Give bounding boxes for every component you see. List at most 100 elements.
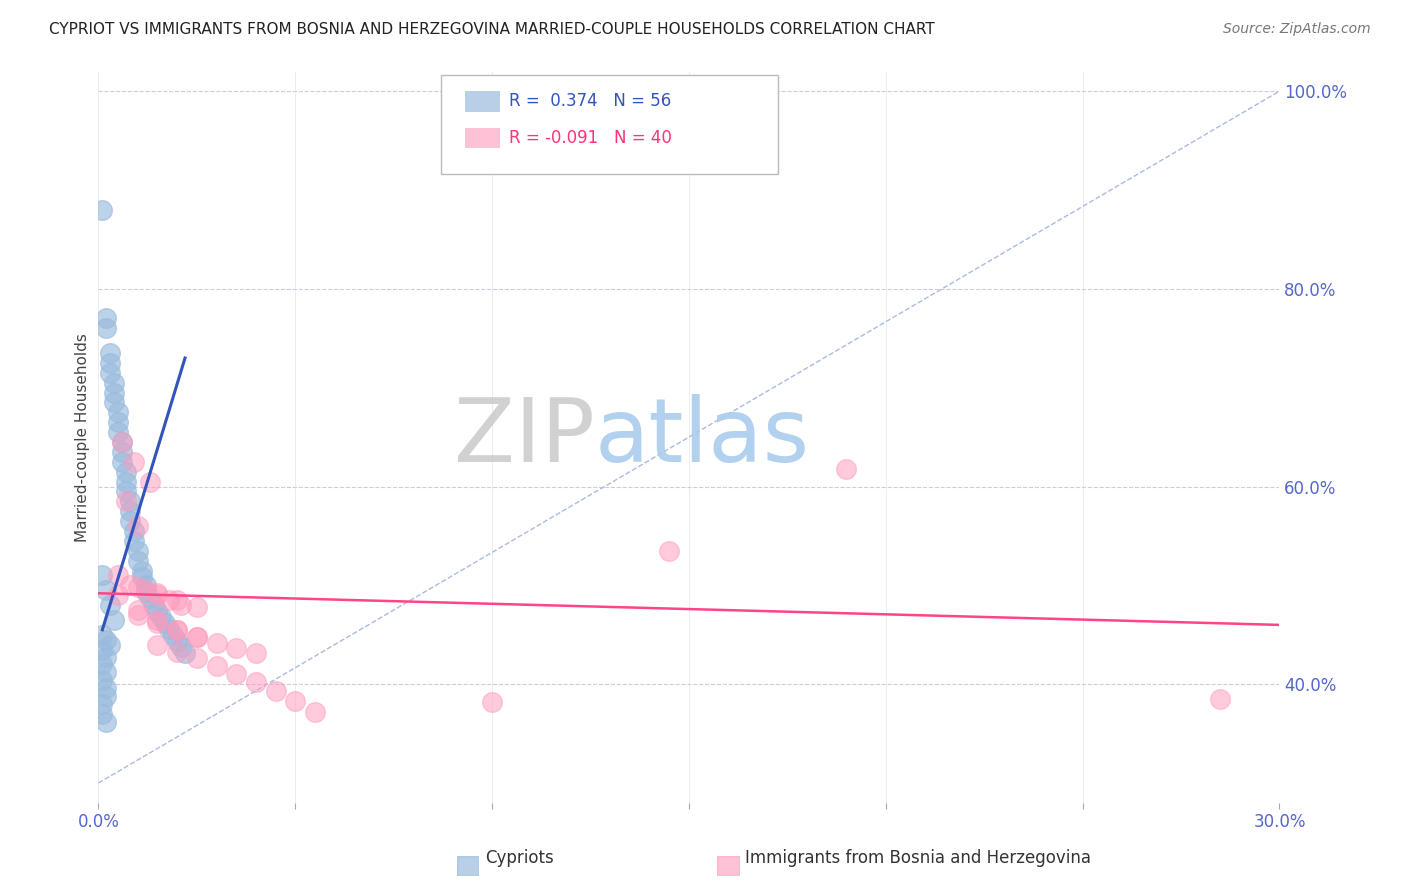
- Point: [186, 630, 208, 644]
- Point: [122, 524, 145, 538]
- Point: [91, 657, 114, 672]
- Point: [170, 640, 193, 654]
- Point: [96, 714, 118, 729]
- Point: [284, 694, 307, 708]
- Point: [107, 588, 129, 602]
- Point: [155, 615, 177, 630]
- Point: [111, 445, 134, 459]
- Point: [103, 385, 125, 400]
- Point: [107, 425, 129, 439]
- Point: [157, 622, 180, 636]
- Point: [103, 376, 125, 390]
- Point: [91, 642, 114, 657]
- Y-axis label: Married-couple Households: Married-couple Households: [75, 333, 90, 541]
- Point: [115, 484, 138, 499]
- Point: [166, 593, 188, 607]
- Point: [205, 659, 228, 673]
- Point: [205, 635, 228, 649]
- Text: R = -0.091   N = 40: R = -0.091 N = 40: [509, 129, 672, 147]
- Point: [91, 628, 114, 642]
- Point: [481, 695, 503, 709]
- Point: [127, 543, 149, 558]
- Point: [98, 366, 121, 380]
- Point: [103, 395, 125, 409]
- Point: [111, 455, 134, 469]
- Point: [127, 580, 149, 594]
- Point: [96, 583, 118, 598]
- Point: [162, 628, 184, 642]
- Point: [166, 644, 188, 658]
- Point: [91, 706, 114, 721]
- Point: [107, 405, 129, 419]
- Point: [127, 603, 149, 617]
- Point: [96, 665, 118, 680]
- Point: [135, 585, 157, 599]
- Point: [186, 630, 208, 644]
- Point: [135, 578, 157, 592]
- Point: [166, 623, 188, 637]
- Point: [115, 475, 138, 489]
- Point: [146, 604, 169, 618]
- Point: [91, 568, 114, 582]
- Point: [98, 356, 121, 370]
- Point: [304, 705, 326, 719]
- Point: [138, 591, 160, 606]
- Point: [98, 346, 121, 360]
- Point: [96, 311, 118, 326]
- Point: [107, 415, 129, 429]
- Point: [115, 465, 138, 479]
- Point: [1209, 692, 1232, 706]
- Text: R =  0.374   N = 56: R = 0.374 N = 56: [509, 93, 672, 111]
- Point: [118, 514, 141, 528]
- Point: [127, 519, 149, 533]
- Point: [245, 646, 267, 660]
- Point: [111, 435, 134, 450]
- FancyBboxPatch shape: [441, 75, 778, 174]
- Text: Cypriots: Cypriots: [485, 849, 554, 867]
- Point: [96, 649, 118, 664]
- Point: [166, 623, 188, 637]
- Bar: [464, 91, 501, 112]
- Point: [91, 697, 114, 711]
- Point: [131, 570, 153, 584]
- Point: [225, 640, 247, 655]
- Point: [115, 494, 138, 508]
- Text: ZIP: ZIP: [454, 393, 595, 481]
- Point: [146, 586, 169, 600]
- Point: [127, 554, 149, 568]
- Point: [96, 632, 118, 647]
- Point: [118, 578, 141, 592]
- Point: [186, 600, 208, 615]
- Point: [142, 598, 165, 612]
- Point: [118, 494, 141, 508]
- Point: [122, 455, 145, 469]
- Text: atlas: atlas: [595, 393, 810, 481]
- Point: [146, 588, 169, 602]
- Point: [98, 638, 121, 652]
- Point: [98, 598, 121, 612]
- Text: Immigrants from Bosnia and Herzegovina: Immigrants from Bosnia and Herzegovina: [745, 849, 1091, 867]
- Point: [264, 684, 287, 698]
- Point: [245, 675, 267, 690]
- Point: [96, 689, 118, 703]
- Point: [186, 651, 208, 665]
- Point: [91, 673, 114, 688]
- Point: [146, 638, 169, 652]
- Point: [146, 613, 169, 627]
- Point: [107, 568, 129, 582]
- Point: [91, 202, 114, 217]
- Text: Source: ZipAtlas.com: Source: ZipAtlas.com: [1223, 22, 1371, 37]
- Point: [96, 681, 118, 695]
- Point: [174, 646, 197, 660]
- Point: [135, 583, 157, 598]
- Point: [225, 667, 247, 681]
- Bar: [464, 128, 501, 148]
- Point: [127, 607, 149, 622]
- Point: [103, 613, 125, 627]
- Point: [96, 321, 118, 335]
- Point: [170, 598, 193, 612]
- Point: [146, 615, 169, 630]
- Point: [166, 633, 188, 648]
- Text: CYPRIOT VS IMMIGRANTS FROM BOSNIA AND HERZEGOVINA MARRIED-COUPLE HOUSEHOLDS CORR: CYPRIOT VS IMMIGRANTS FROM BOSNIA AND HE…: [49, 22, 935, 37]
- Point: [658, 543, 681, 558]
